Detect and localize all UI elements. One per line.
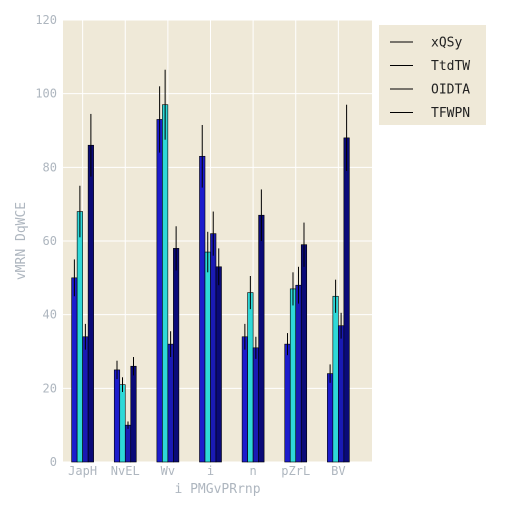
bar [82,336,89,463]
bar [252,347,259,463]
bar [87,144,94,463]
x-tick-label: NvEL [111,464,140,478]
y-axis-ticks: 0 20 40 60 80 100 120 [35,13,57,469]
bar [327,373,334,463]
bar [199,155,206,463]
bar [241,336,248,463]
bar [119,384,126,463]
bar [204,251,211,463]
x-axis-ticks: JapH NvEL Wv i n pZrL BV [68,464,345,478]
bar [156,119,163,463]
x-tick-label: pZrL [281,464,310,478]
y-tick-label: 120 [35,13,57,27]
bar [258,214,265,463]
bar [71,277,78,463]
bar [295,284,302,463]
y-tick-label: 40 [43,308,57,322]
x-tick-label: Wv [161,464,175,478]
y-tick-label: 80 [43,160,57,174]
bar [284,343,291,463]
legend-label: TtdTW [431,59,470,74]
legend-label: OIDTA [431,83,470,98]
x-tick-label: BV [331,464,345,478]
bar [343,137,350,463]
bar [300,244,308,463]
bar [210,233,217,463]
bar [289,288,297,463]
bar [162,104,169,463]
x-tick-label: n [249,464,256,478]
bar [338,325,345,463]
bar [167,343,174,463]
bar [215,266,222,463]
legend: xQSy TtdTW OIDTA TFWPN [379,25,486,125]
bar [76,211,83,463]
bar [173,248,180,463]
y-axis-label: vMRN DqWCE [14,202,29,280]
x-axis-label: i PMGvPRrnp [174,482,260,497]
error-bars [73,69,348,429]
y-tick-label: 100 [35,87,57,101]
legend-label: TFWPN [431,106,470,121]
bars [71,104,350,463]
bar [332,295,339,463]
y-tick-label: 0 [50,455,57,469]
bar [124,424,132,463]
legend-label: xQSy [431,36,462,51]
y-tick-label: 60 [43,234,57,248]
y-tick-label: 20 [43,381,57,395]
bar [247,292,254,463]
x-tick-label: JapH [68,464,97,478]
bar [113,369,121,463]
bar [130,365,137,463]
x-tick-label: i [207,464,214,478]
